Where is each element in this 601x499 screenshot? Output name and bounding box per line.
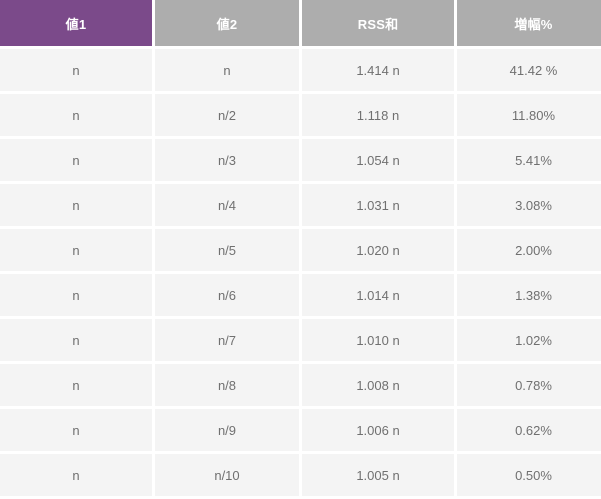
cell-value2: n/10 [155,454,299,496]
table-row: n n/8 1.008 n 0.78% [0,364,601,406]
column-header-rss-sum: RSS和 [302,0,454,46]
cell-value1: n [0,454,152,496]
cell-rss-sum: 1.010 n [302,319,454,361]
cell-value2: n/7 [155,319,299,361]
cell-value2: n [155,49,299,91]
table-row: n n 1.414 n 41.42 % [0,49,601,91]
cell-increase-percent: 3.08% [457,184,601,226]
cell-rss-sum: 1.118 n [302,94,454,136]
table-row: n n/10 1.005 n 0.50% [0,454,601,496]
table-header-row: 値1 値2 RSS和 増幅% [0,0,601,46]
cell-increase-percent: 0.78% [457,364,601,406]
column-header-increase-percent: 増幅% [457,0,601,46]
cell-rss-sum: 1.414 n [302,49,454,91]
cell-increase-percent: 11.80% [457,94,601,136]
table-row: n n/2 1.118 n 11.80% [0,94,601,136]
cell-value1: n [0,229,152,271]
cell-value1: n [0,409,152,451]
cell-increase-percent: 0.50% [457,454,601,496]
cell-value2: n/9 [155,409,299,451]
cell-rss-sum: 1.020 n [302,229,454,271]
table-row: n n/3 1.054 n 5.41% [0,139,601,181]
cell-value2: n/6 [155,274,299,316]
column-header-value2: 値2 [155,0,299,46]
table-row: n n/5 1.020 n 2.00% [0,229,601,271]
cell-value1: n [0,94,152,136]
cell-rss-sum: 1.031 n [302,184,454,226]
cell-value1: n [0,49,152,91]
table-body: n n 1.414 n 41.42 % n n/2 1.118 n 11.80%… [0,49,601,496]
cell-increase-percent: 1.38% [457,274,601,316]
cell-value1: n [0,274,152,316]
table-row: n n/4 1.031 n 3.08% [0,184,601,226]
cell-value2: n/8 [155,364,299,406]
cell-value1: n [0,364,152,406]
cell-increase-percent: 0.62% [457,409,601,451]
table-row: n n/7 1.010 n 1.02% [0,319,601,361]
cell-value2: n/4 [155,184,299,226]
cell-rss-sum: 1.005 n [302,454,454,496]
cell-increase-percent: 5.41% [457,139,601,181]
cell-value1: n [0,184,152,226]
cell-value2: n/3 [155,139,299,181]
cell-rss-sum: 1.014 n [302,274,454,316]
cell-value1: n [0,139,152,181]
cell-rss-sum: 1.054 n [302,139,454,181]
cell-value2: n/2 [155,94,299,136]
table-row: n n/6 1.014 n 1.38% [0,274,601,316]
cell-increase-percent: 1.02% [457,319,601,361]
cell-value2: n/5 [155,229,299,271]
cell-rss-sum: 1.008 n [302,364,454,406]
table-row: n n/9 1.006 n 0.62% [0,409,601,451]
cell-value1: n [0,319,152,361]
cell-rss-sum: 1.006 n [302,409,454,451]
table-header: 値1 値2 RSS和 増幅% [0,0,601,46]
cell-increase-percent: 41.42 % [457,49,601,91]
column-header-value1: 値1 [0,0,152,46]
cell-increase-percent: 2.00% [457,229,601,271]
